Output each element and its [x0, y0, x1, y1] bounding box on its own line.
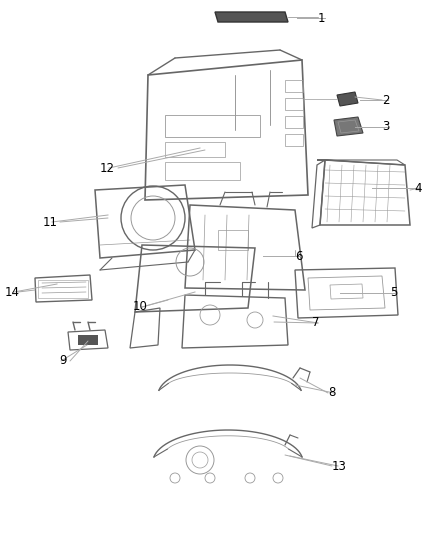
Bar	[165, 142, 225, 157]
Text: 13: 13	[332, 459, 347, 472]
Bar	[218, 230, 248, 250]
Text: 6: 6	[295, 249, 303, 262]
Text: 4: 4	[414, 182, 421, 195]
Text: 14: 14	[5, 286, 20, 298]
Bar	[38, 280, 88, 298]
Text: 12: 12	[100, 161, 115, 174]
Polygon shape	[215, 12, 288, 22]
Polygon shape	[334, 117, 363, 136]
Text: 9: 9	[60, 354, 67, 367]
Text: 2: 2	[382, 93, 389, 107]
Text: 5: 5	[390, 287, 397, 300]
Text: 1: 1	[318, 12, 325, 25]
Bar	[165, 115, 260, 137]
Bar	[285, 80, 303, 92]
Polygon shape	[337, 92, 358, 106]
Text: 7: 7	[312, 317, 319, 329]
Text: 3: 3	[382, 120, 389, 133]
Bar	[285, 134, 303, 146]
Text: 8: 8	[328, 386, 336, 400]
Text: 10: 10	[133, 301, 148, 313]
Bar	[285, 116, 303, 128]
Bar	[285, 98, 303, 110]
Bar	[78, 335, 98, 345]
Bar	[165, 162, 240, 180]
Text: 11: 11	[43, 215, 58, 229]
